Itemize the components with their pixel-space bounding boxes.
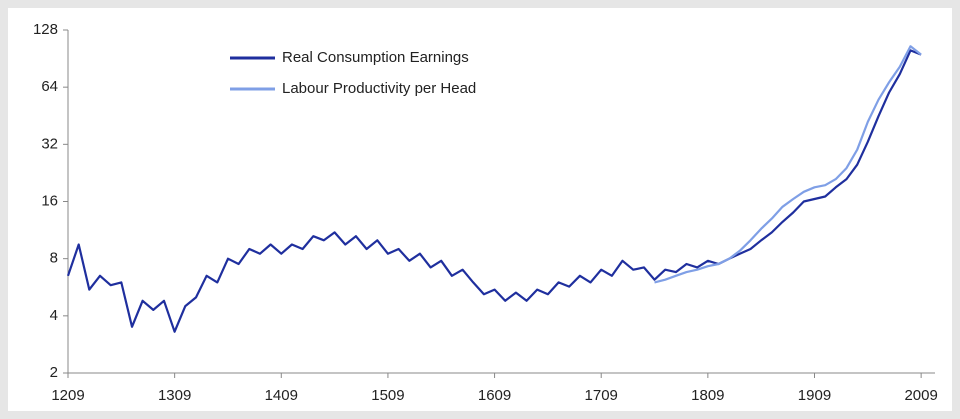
line-series	[66, 49, 922, 333]
x-tick-label: 1809	[691, 387, 724, 404]
y-tick-label: 16	[41, 192, 58, 209]
x-tick-label: 2009	[904, 387, 937, 404]
x-tick-label: 1609	[478, 387, 511, 404]
legend-label: Real Consumption Earnings	[282, 49, 469, 66]
line-series	[654, 45, 922, 284]
x-tick-label: 1409	[265, 387, 298, 404]
chart-panel	[8, 8, 952, 411]
y-tick-label: 4	[50, 307, 58, 324]
legend-label: Labour Productivity per Head	[282, 80, 476, 97]
x-tick-label: 1909	[798, 387, 831, 404]
x-tick-label: 1709	[585, 387, 618, 404]
y-tick-label: 128	[33, 21, 58, 38]
y-tick-label: 32	[41, 135, 58, 152]
y-tick-label: 64	[41, 78, 58, 95]
y-tick-label: 2	[50, 364, 58, 381]
y-tick-label: 8	[50, 250, 58, 267]
x-tick-label: 1309	[158, 387, 191, 404]
x-tick-label: 1509	[371, 387, 404, 404]
x-tick-label: 1209	[51, 387, 84, 404]
